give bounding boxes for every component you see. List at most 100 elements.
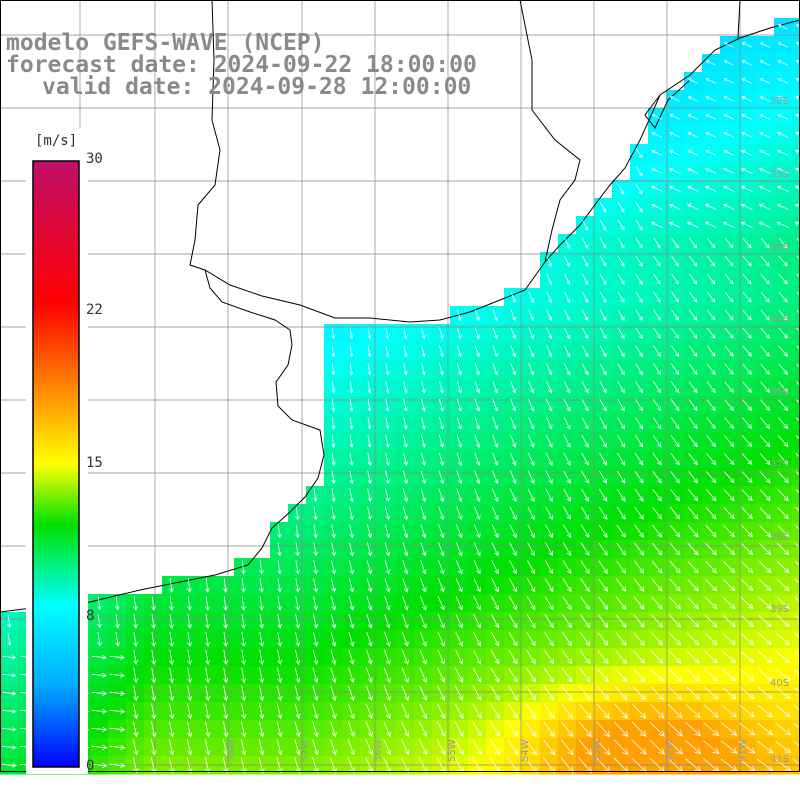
wind-arrow	[598, 596, 609, 611]
wind-arrow	[652, 506, 663, 520]
wind-arrow	[402, 488, 409, 503]
wind-arrow	[331, 470, 336, 485]
wind-arrow	[508, 685, 518, 701]
wind-arrow	[545, 506, 553, 521]
wind-arrow	[438, 398, 444, 412]
wind-arrow	[562, 596, 572, 611]
wind-arrow	[491, 614, 499, 629]
wind-arrow	[741, 132, 753, 138]
wind-arrow	[563, 416, 571, 430]
wind-arrow	[544, 650, 554, 665]
wind-arrow	[508, 614, 518, 629]
wind-arrow	[759, 435, 771, 448]
wind-arrow	[456, 381, 462, 394]
wind-arrow	[187, 667, 193, 684]
wind-arrow	[527, 434, 535, 448]
wind-arrow	[581, 416, 589, 430]
wind-cell	[792, 18, 800, 37]
wind-arrow	[563, 506, 571, 521]
wind-arrow	[384, 560, 391, 575]
wind-arrow	[776, 203, 789, 211]
wind-arrow	[652, 452, 662, 466]
wind-arrow	[109, 726, 126, 732]
wind-arrow	[276, 685, 283, 702]
wind-arrow	[491, 578, 499, 593]
wind-arrow	[383, 757, 392, 774]
wind-arrow	[671, 291, 679, 303]
wind-arrow	[563, 398, 571, 412]
wind-arrow	[777, 78, 789, 84]
wind-arrow	[723, 471, 735, 484]
wind-arrow	[187, 721, 193, 738]
wind-arrow	[295, 506, 300, 521]
wind-arrow	[705, 96, 716, 102]
wind-arrow	[187, 703, 193, 720]
wind-arrow	[277, 631, 283, 647]
wind-arrow	[633, 560, 645, 574]
wind-arrow	[545, 452, 553, 466]
wind-arrow	[740, 579, 754, 592]
wind-arrow	[420, 488, 427, 503]
wind-arrow	[491, 524, 499, 539]
wind-arrow	[635, 416, 644, 430]
wind-arrow	[527, 452, 535, 466]
wind-cell	[792, 504, 800, 523]
wind-arrow	[578, 703, 592, 719]
wind-arrow	[653, 273, 661, 285]
wind-arrow	[313, 596, 319, 611]
wind-arrow	[705, 167, 717, 174]
wind-arrow	[294, 703, 301, 720]
wind-arrow	[722, 203, 735, 210]
wind-arrow	[385, 345, 390, 358]
wind-arrow	[545, 470, 553, 484]
wind-arrow	[634, 470, 644, 484]
wind-arrow	[724, 363, 734, 375]
wind-arrow	[546, 327, 553, 340]
wind-arrow	[758, 167, 771, 174]
wind-arrow	[525, 703, 537, 719]
wind-arrow	[776, 633, 791, 646]
wind-arrow	[688, 399, 698, 412]
wind-arrow	[403, 327, 408, 340]
wind-arrow	[653, 327, 661, 339]
wind-arrow	[722, 221, 735, 229]
wind-arrow	[742, 291, 752, 303]
wind-arrow	[669, 596, 681, 610]
wind-arrow	[581, 363, 589, 376]
wind-arrow	[330, 649, 337, 666]
wind-arrow	[527, 488, 535, 503]
wind-arrow	[241, 667, 247, 684]
wind-arrow	[651, 114, 662, 120]
wind-arrow	[456, 416, 462, 430]
wind-arrow	[777, 131, 789, 138]
wind-arrow	[777, 114, 789, 120]
wind-cell	[792, 648, 800, 667]
wind-arrow	[7, 632, 12, 646]
wind-arrow	[759, 60, 770, 66]
wind-arrow	[509, 470, 517, 485]
wind-arrow	[724, 381, 734, 393]
wind-arrow	[348, 578, 355, 593]
wind-arrow	[617, 416, 625, 430]
wind-arrow	[473, 649, 482, 665]
wind-arrow	[365, 685, 373, 702]
wind-arrow	[223, 685, 229, 702]
wind-arrow	[525, 685, 537, 701]
wind-arrow	[688, 291, 698, 303]
wind-arrow	[544, 632, 554, 647]
wind-arrow	[295, 631, 301, 647]
wind-cell	[792, 288, 800, 307]
wind-arrow	[578, 721, 592, 738]
wind-arrow	[738, 740, 756, 754]
wind-arrow	[367, 327, 372, 340]
wind-arrow	[670, 452, 680, 466]
colorbar-unit: [m/s]	[35, 133, 78, 149]
wind-arrow	[635, 255, 643, 267]
wind-arrow	[223, 613, 228, 629]
wind-arrow	[775, 704, 791, 718]
wind-arrow	[739, 686, 755, 700]
wind-arrow	[777, 42, 788, 48]
wind-arrow	[741, 471, 753, 484]
wind-arrow	[759, 114, 771, 120]
wind-arrow	[705, 150, 717, 156]
